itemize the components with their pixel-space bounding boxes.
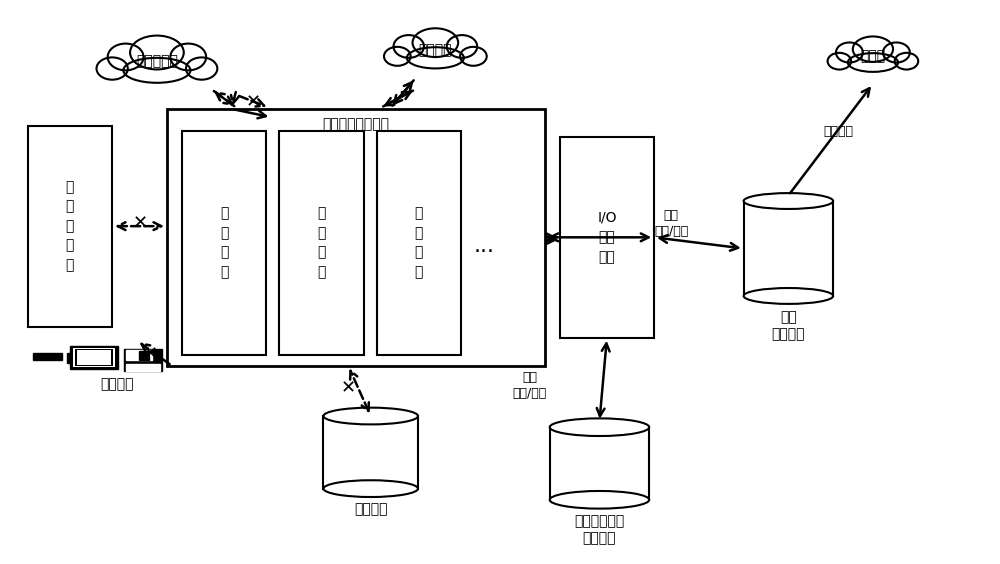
Ellipse shape [323, 408, 418, 424]
Ellipse shape [130, 36, 184, 69]
Ellipse shape [744, 288, 833, 304]
Text: 临时安全缓存
（密文）: 临时安全缓存 （密文） [574, 514, 625, 545]
Bar [124, 349, 162, 371]
Text: I/O
代理
进程: I/O 代理 进程 [597, 211, 617, 264]
Bar [279, 131, 364, 355]
Ellipse shape [97, 58, 128, 80]
Bar [67, 353, 74, 363]
Ellipse shape [744, 193, 833, 209]
Ellipse shape [853, 37, 893, 62]
Text: 可信网络: 可信网络 [419, 43, 452, 57]
Text: ✕: ✕ [341, 379, 356, 397]
Text: 受
控
进
程: 受 控 进 程 [415, 206, 423, 279]
Bar [550, 427, 649, 500]
Ellipse shape [413, 28, 458, 57]
Ellipse shape [323, 481, 418, 497]
Ellipse shape [550, 418, 649, 436]
Ellipse shape [108, 43, 143, 70]
Bar [139, 351, 149, 360]
Ellipse shape [883, 42, 910, 63]
Bar [75, 349, 113, 366]
Bar [126, 364, 160, 371]
Text: 透明
加密/解密: 透明 加密/解密 [513, 371, 547, 400]
Ellipse shape [123, 58, 190, 83]
Text: 受
控
进
程: 受 控 进 程 [317, 206, 326, 279]
Bar [323, 416, 418, 488]
Bar [73, 348, 115, 367]
Ellipse shape [394, 35, 424, 58]
Text: 云盘
（密文）: 云盘 （密文） [772, 310, 805, 341]
Ellipse shape [836, 42, 863, 63]
Bar [560, 137, 654, 338]
Text: ✕: ✕ [132, 214, 148, 232]
Ellipse shape [384, 47, 411, 66]
Bar [33, 354, 62, 360]
Text: 云存储: 云存储 [860, 49, 885, 63]
Text: ✕: ✕ [246, 93, 261, 111]
Ellipse shape [550, 491, 649, 509]
Text: 非
可
信
进
程: 非 可 信 进 程 [66, 180, 74, 272]
Bar [77, 350, 111, 365]
Ellipse shape [848, 53, 898, 72]
Text: 非可信网络: 非可信网络 [136, 54, 178, 68]
Text: 虚拟隔离运行环境: 虚拟隔离运行环境 [322, 117, 389, 131]
Text: 实时同步: 实时同步 [823, 125, 853, 138]
Text: 受
控
进
程: 受 控 进 程 [220, 206, 228, 279]
Text: 外部设备: 外部设备 [100, 377, 134, 391]
Bar [167, 109, 545, 366]
Bar [182, 131, 266, 355]
Ellipse shape [828, 53, 851, 69]
Ellipse shape [407, 47, 464, 68]
Ellipse shape [186, 58, 217, 80]
Bar [28, 126, 112, 327]
Text: 透明
加密/解密: 透明 加密/解密 [654, 209, 688, 238]
Ellipse shape [460, 47, 487, 66]
Text: ✕: ✕ [142, 346, 158, 364]
Bar [377, 131, 461, 355]
Text: ...: ... [474, 236, 495, 255]
Ellipse shape [170, 43, 206, 70]
Text: 本地存储: 本地存储 [354, 503, 387, 517]
Ellipse shape [447, 35, 477, 58]
Bar [70, 346, 118, 368]
Bar [744, 201, 833, 296]
Bar [126, 350, 152, 360]
Ellipse shape [895, 53, 918, 69]
